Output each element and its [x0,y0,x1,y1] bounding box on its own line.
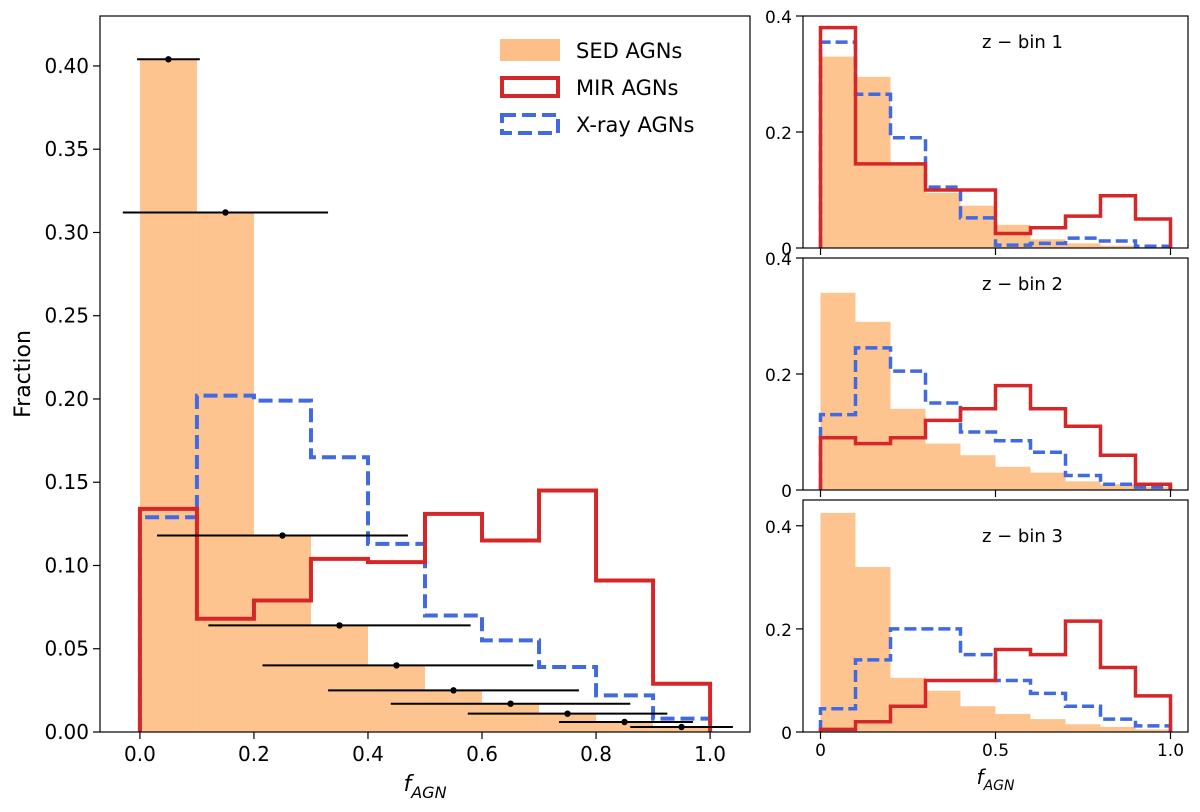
ytick-label-2: 0.2 [765,124,792,144]
ytick-label-6: 0.25 [44,304,89,328]
ytick-label-7: 0.30 [44,220,89,244]
ytick-label-5: 0.20 [44,387,89,411]
errorbar-point-9 [621,718,628,726]
legend-swatch-xray [500,113,560,135]
errorbar-point-3 [279,532,286,539]
panel-main: 0.00 0.05 0.10 0.15 0.20 0.25 0.30 0.35 0.40 0.0 0… [11,15,751,802]
x-axis-label: fAGN [977,765,1015,794]
mir-step-line [137,488,713,732]
ytick-label-3: 0.4 [765,518,792,538]
sed-bar-5 [960,706,996,732]
axes-frame [99,15,751,733]
sed-bar-7 [1030,719,1066,732]
bin-label: z − bin 3 [982,526,1063,547]
ytick-label-4: 0.15 [44,470,89,494]
sed-bar-5 [960,205,996,248]
panel-zbin1: 0 0.2 0.4 z − bin 1 [765,8,1189,260]
sed-bar-7 [482,703,540,732]
xtick-label-6: 1.0 [694,742,726,766]
ytick-label-3: 0.10 [44,553,89,577]
sed-bar-9 [1100,484,1136,490]
legend-label-1: SED AGNs [576,39,682,63]
xray-step-line [137,393,713,732]
mir-step-line [818,383,1173,490]
panel-zbin3: 0 0.2 0.4 0 0.5 1.0 fAGN z − bin 3 [765,499,1189,794]
errorbar-point-7 [507,700,514,707]
plot-area [818,25,1173,248]
sed-bar-6 [995,466,1031,490]
xtick-label-2: 0.2 [238,742,270,766]
sed-bar-8 [1065,724,1101,732]
xray-step-line [818,346,1173,490]
sed-bar-6 [995,224,1031,248]
sed-bar-8 [1065,481,1101,490]
ytick-label-3: 0.4 [765,8,792,28]
ytick-label-2: 0.05 [44,637,89,661]
sed-bar-9 [1100,245,1136,248]
sed-bar-4 [925,690,961,732]
mir-step-line [818,25,1173,248]
y-axis-label: Fraction [11,330,36,418]
sed-bar-2 [196,212,254,732]
errorbar-point-5 [393,662,400,669]
sed-bar-10 [1135,729,1171,732]
ytick-label-1: 0 [781,240,792,260]
errorbar-point-6 [450,687,457,694]
panel-zbin2: 0 0.2 0.4 z − bin 2 [765,250,1189,502]
ytick-label-1: 0.00 [44,720,89,744]
sed-bar-5 [960,455,996,490]
sed-bar-8 [1065,243,1101,248]
xtick-label-3: 0.4 [352,742,384,766]
plot-area [818,292,1173,490]
sed-bar-6 [995,713,1031,732]
sed-bar-7 [1030,472,1066,490]
plot-area [122,56,733,732]
errorbar-point-8 [564,710,571,717]
sed-bar-1 [820,292,856,490]
sed-bar-5 [367,665,425,732]
errorbar-point-1 [165,56,172,63]
sed-bar-9 [596,722,654,732]
legend-swatch-mir [500,76,560,98]
xtick-label-5: 0.8 [580,742,612,766]
legend-label-2: MIR AGNs [576,76,679,100]
legend-label-3: X-ray AGNs [576,113,694,137]
sed-bar-6 [425,690,483,732]
sed-bar-1 [820,512,856,732]
sed-bar-4 [925,443,961,490]
ytick-label-9: 0.40 [44,54,89,78]
ytick-label-1: 0 [781,482,792,502]
xtick-label-2: 0.5 [982,741,1009,761]
sed-bar-2 [855,567,891,732]
xtick-label-1: 0 [815,741,826,761]
sed-bar-1 [820,56,856,248]
ytick-label-2: 0.2 [765,366,792,386]
sed-bar-2 [855,321,891,490]
sed-bar-4 [925,192,961,248]
xtick-label-1: 0.0 [124,742,156,766]
errorbar-point-10 [678,723,685,731]
sed-bar-3 [890,163,926,248]
plot-area [818,512,1173,732]
sed-bar-3 [253,535,311,732]
ytick-label-2: 0.2 [765,621,792,641]
sed-bar-1 [139,59,197,732]
bin-label: z − bin 1 [982,32,1063,53]
sed-bar-9 [1100,726,1136,732]
xtick-label-3: 1.0 [1157,741,1184,761]
errorbar-point-2 [222,209,229,216]
mir-step-line [818,619,1173,732]
x-axis-label: fAGN [403,772,446,802]
ytick-label-1: 0 [781,724,792,744]
sed-bar-4 [310,625,368,732]
ytick-label-8: 0.35 [44,137,89,161]
legend-swatch-sed [500,39,560,61]
sed-bar-3 [890,408,926,490]
errorbar-point-4 [336,622,343,629]
ytick-label-3: 0.4 [765,250,792,270]
bin-label: z − bin 2 [982,274,1063,295]
xtick-label-4: 0.6 [466,742,498,766]
